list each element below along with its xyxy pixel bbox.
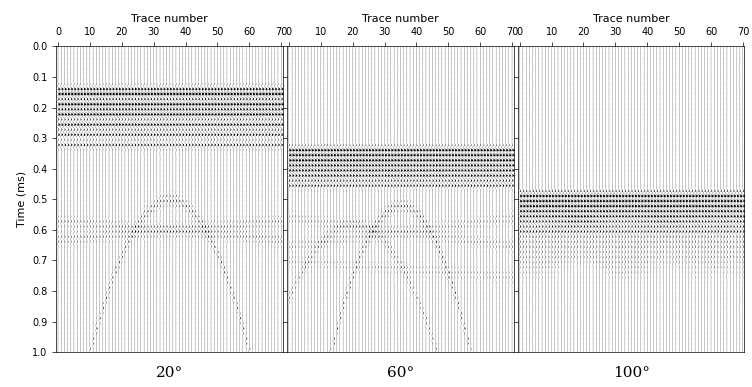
Text: 20°: 20°	[156, 366, 183, 380]
X-axis label: Trace number: Trace number	[362, 14, 439, 24]
Y-axis label: Time (ms): Time (ms)	[17, 171, 26, 228]
Text: 60°: 60°	[387, 366, 414, 380]
Text: 100°: 100°	[613, 366, 650, 380]
X-axis label: Trace number: Trace number	[593, 14, 670, 24]
X-axis label: Trace number: Trace number	[131, 14, 208, 24]
